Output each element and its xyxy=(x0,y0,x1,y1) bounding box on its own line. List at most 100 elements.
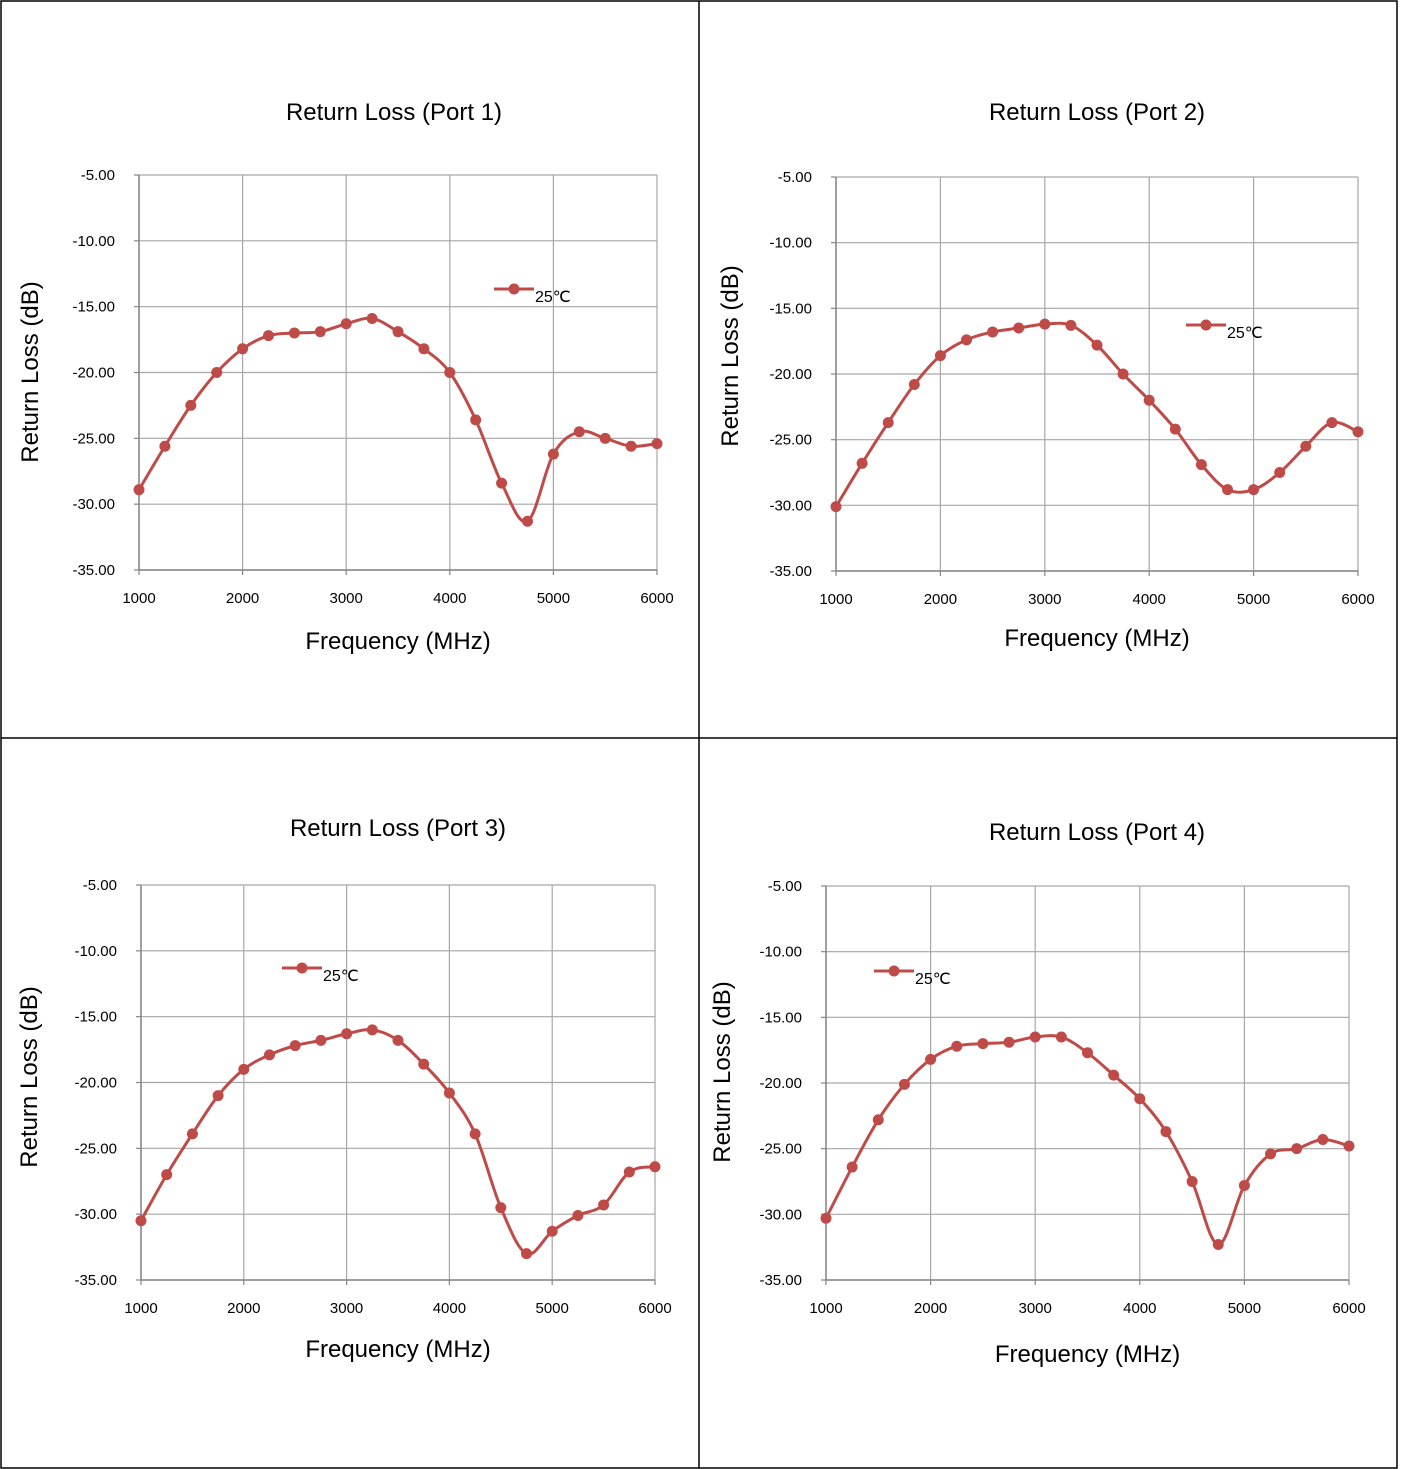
data-point xyxy=(573,426,585,438)
y-tick-label: -25.00 xyxy=(769,432,812,449)
data-point xyxy=(961,334,972,346)
y-tick-label: -35.00 xyxy=(759,1272,802,1289)
x-tick-label: 1000 xyxy=(124,1300,157,1317)
x-tick-label: 1000 xyxy=(122,590,155,607)
y-axis-title: Return Loss (dB) xyxy=(16,986,43,1167)
y-tick-label: -20.00 xyxy=(74,1075,117,1092)
data-point xyxy=(1317,1133,1329,1145)
data-point xyxy=(392,1034,404,1046)
data-point xyxy=(522,515,533,527)
y-tick-label: -15.00 xyxy=(769,300,812,317)
y-tick-label: -10.00 xyxy=(72,233,115,250)
data-point xyxy=(366,313,378,325)
data-point xyxy=(418,343,430,355)
data-point xyxy=(444,367,456,378)
y-tick-label: -5.00 xyxy=(81,167,115,184)
data-point xyxy=(418,1058,430,1070)
y-axis-title: Return Loss (dB) xyxy=(709,981,736,1162)
data-point xyxy=(1326,417,1338,429)
data-point xyxy=(1013,322,1025,334)
data-point xyxy=(1248,484,1260,496)
y-tick-label: -25.00 xyxy=(72,430,115,447)
x-tick-label: 4000 xyxy=(433,590,466,607)
legend-marker xyxy=(508,283,520,295)
data-point xyxy=(898,1078,910,1090)
data-point xyxy=(1134,1093,1146,1105)
x-tick-label: 5000 xyxy=(1228,1300,1261,1317)
data-point xyxy=(546,1225,558,1237)
chart-title: Return Loss (Port 4) xyxy=(989,819,1205,846)
data-point xyxy=(212,1090,224,1102)
data-point xyxy=(1055,1031,1067,1043)
data-point xyxy=(495,1202,507,1214)
data-point xyxy=(1108,1069,1120,1081)
x-tick-label: 3000 xyxy=(330,590,363,607)
data-point xyxy=(366,1024,378,1036)
x-tick-label: 2000 xyxy=(227,1300,260,1317)
data-point xyxy=(987,326,999,338)
legend-label: 25℃ xyxy=(1227,325,1263,342)
chart-title: Return Loss (Port 1) xyxy=(286,99,502,126)
legend-label: 25℃ xyxy=(323,968,359,985)
data-point xyxy=(882,417,894,429)
y-tick-label: -25.00 xyxy=(74,1140,117,1157)
y-tick-label: -15.00 xyxy=(759,1009,802,1026)
y-tick-label: -15.00 xyxy=(74,1009,117,1026)
data-point xyxy=(1186,1176,1198,1187)
data-point xyxy=(1212,1239,1224,1251)
legend-marker xyxy=(1200,319,1212,331)
data-point xyxy=(1065,319,1077,331)
chart-title: Return Loss (Port 3) xyxy=(290,815,506,842)
y-axis-title: Return Loss (dB) xyxy=(717,265,744,446)
data-point xyxy=(392,326,404,338)
x-tick-label: 3000 xyxy=(1028,591,1061,608)
data-point xyxy=(1343,1140,1355,1152)
data-point xyxy=(1117,368,1129,380)
x-axis-title: Frequency (MHz) xyxy=(1004,625,1189,652)
data-point xyxy=(598,1199,610,1211)
data-point xyxy=(135,1215,147,1227)
x-tick-label: 3000 xyxy=(330,1300,363,1317)
y-tick-label: -5.00 xyxy=(83,877,117,894)
data-point xyxy=(237,343,249,355)
data-point xyxy=(470,414,482,426)
data-point xyxy=(856,457,868,469)
y-tick-label: -20.00 xyxy=(769,366,812,383)
data-point xyxy=(830,501,842,513)
data-point xyxy=(469,1128,481,1140)
data-point xyxy=(1274,467,1286,478)
data-point xyxy=(263,330,274,342)
x-tick-label: 4000 xyxy=(1123,1300,1156,1317)
data-point xyxy=(185,399,197,411)
data-point xyxy=(314,326,326,338)
data-point xyxy=(1160,1126,1172,1138)
data-point xyxy=(846,1161,858,1173)
y-tick-label: -20.00 xyxy=(759,1075,802,1092)
x-axis-title: Frequency (MHz) xyxy=(995,1341,1180,1368)
x-tick-label: 6000 xyxy=(1341,591,1374,608)
y-tick-label: -25.00 xyxy=(759,1141,802,1158)
data-point xyxy=(161,1169,173,1181)
x-tick-label: 2000 xyxy=(924,591,957,608)
data-point xyxy=(925,1053,937,1065)
data-point xyxy=(1195,459,1207,471)
y-tick-label: -5.00 xyxy=(778,169,812,186)
y-tick-label: -10.00 xyxy=(759,944,802,961)
data-point xyxy=(1003,1036,1015,1048)
y-tick-label: -30.00 xyxy=(759,1206,802,1223)
y-tick-label: -30.00 xyxy=(74,1206,117,1223)
data-point xyxy=(1352,426,1364,438)
data-point xyxy=(1169,423,1181,435)
data-point xyxy=(572,1209,584,1221)
data-point xyxy=(1238,1179,1250,1191)
y-tick-label: -35.00 xyxy=(74,1272,117,1289)
x-tick-label: 4000 xyxy=(1133,591,1166,608)
y-tick-label: -5.00 xyxy=(768,878,802,895)
data-point xyxy=(186,1128,198,1140)
data-point xyxy=(315,1034,327,1046)
x-tick-label: 5000 xyxy=(1237,591,1270,608)
data-point xyxy=(651,438,663,450)
chart-title: Return Loss (Port 2) xyxy=(989,99,1205,126)
